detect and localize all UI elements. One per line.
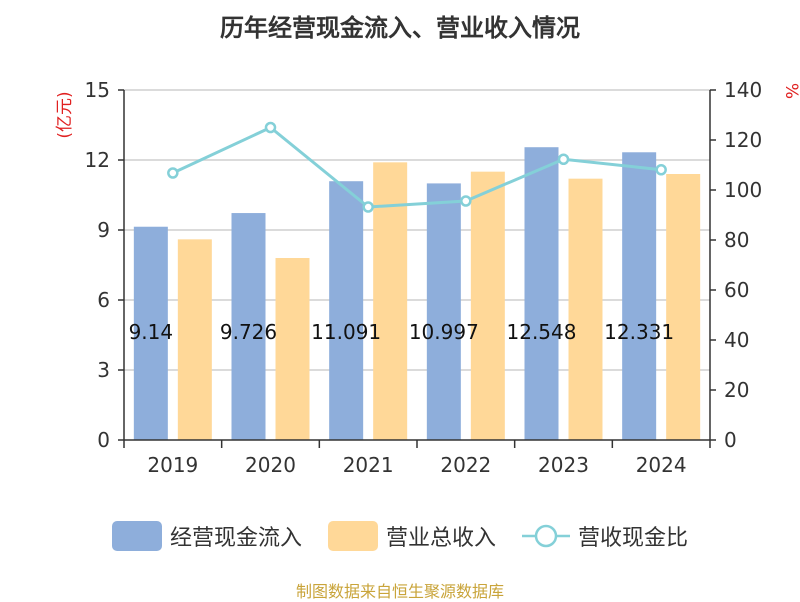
legend-label-ratio: 营收现金比 [578,526,689,551]
y2-axis-title: % [781,83,800,99]
bar-cash-inflow[interactable] [426,183,461,441]
bar-value-label: 9.726 [220,320,277,344]
bar-value-label: 12.331 [604,320,674,344]
source-note: 制图数据来自恒生聚源数据库 [295,582,504,601]
ratio-point[interactable] [557,153,570,165]
chart-plot: 9.14 9.726 11.091 10.997 12.548 12.331 0 3 6 9 12… [55,78,800,477]
grid-lines [124,89,710,371]
legend-line-marker-icon [522,524,570,548]
bar-cash-inflow[interactable] [524,147,559,441]
bar-value-label: 11.091 [311,320,381,344]
bar-labels-group: 9.14 9.726 11.091 10.997 12.548 12.331 [129,320,675,344]
legend-item-ratio[interactable]: 营收现金比 [522,520,688,552]
x-tick-label: 2024 [636,453,687,477]
bar-revenue[interactable] [373,162,408,441]
bar-value-label: 12.548 [507,320,577,344]
x-tick-label: 2019 [147,453,198,477]
y2-tick-label: 20 [724,378,749,402]
x-tick-label: 2023 [538,453,589,477]
ratio-point[interactable] [655,164,667,176]
x-tick-label: 2022 [440,453,491,477]
y-tick-label: 12 [85,148,110,172]
bar-revenue[interactable] [568,178,603,440]
legend-swatch-cash-inflow [111,521,162,551]
ratio-point[interactable] [167,167,179,179]
y2-tick-label: 0 [724,428,737,452]
x-tick-label: 2021 [343,453,394,477]
legend-label-revenue: 营业总收入 [385,526,496,551]
y2-tick-label: 80 [724,228,749,252]
tick-labels-group: 0 3 6 9 12 15 0 20 40 60 80 100 120 140 2019 2020 2021 20… [85,78,763,477]
legend-swatch-revenue [327,521,378,551]
legend-item-revenue[interactable]: 营业总收入 [327,520,496,552]
ratio-point[interactable] [264,121,277,134]
legend: 经营现金流入 营业总收入 营收现金比 [0,516,800,556]
y-tick-label: 9 [97,218,110,242]
y2-tick-label: 140 [724,78,762,102]
bar-revenue[interactable] [275,258,310,440]
legend-item-cash-inflow[interactable]: 经营现金流入 [111,520,302,552]
y-tick-label: 0 [97,428,110,452]
bar-cash-inflow[interactable] [231,213,266,440]
ratio-point[interactable] [460,195,472,207]
y-tick-label: 3 [97,358,110,382]
y2-tick-label: 60 [724,278,749,302]
bars-group [133,147,701,441]
y2-tick-label: 40 [724,328,749,352]
legend-label-cash-inflow: 经营现金流入 [169,526,302,551]
ratio-line-group [167,121,667,213]
y-tick-label: 6 [97,288,110,312]
bar-revenue[interactable] [666,174,701,440]
bar-revenue[interactable] [177,239,212,440]
axes [123,90,711,441]
bar-cash-inflow[interactable] [133,226,168,440]
y-axis-title: (亿元) [55,91,75,138]
y2-tick-label: 100 [724,178,762,202]
bar-cash-inflow[interactable] [622,152,657,440]
chart-title: 历年经营现金流入、营业收入情况 [220,14,580,42]
bar-cash-inflow[interactable] [329,181,364,440]
ratio-point[interactable] [362,201,374,213]
y2-tick-label: 120 [724,128,762,152]
bar-revenue[interactable] [470,171,505,440]
ratio-line [172,125,662,209]
bar-value-label: 10.997 [409,320,479,344]
x-tick-label: 2020 [245,453,296,477]
y-tick-label: 15 [85,78,110,102]
bar-value-label: 9.14 [129,320,174,344]
